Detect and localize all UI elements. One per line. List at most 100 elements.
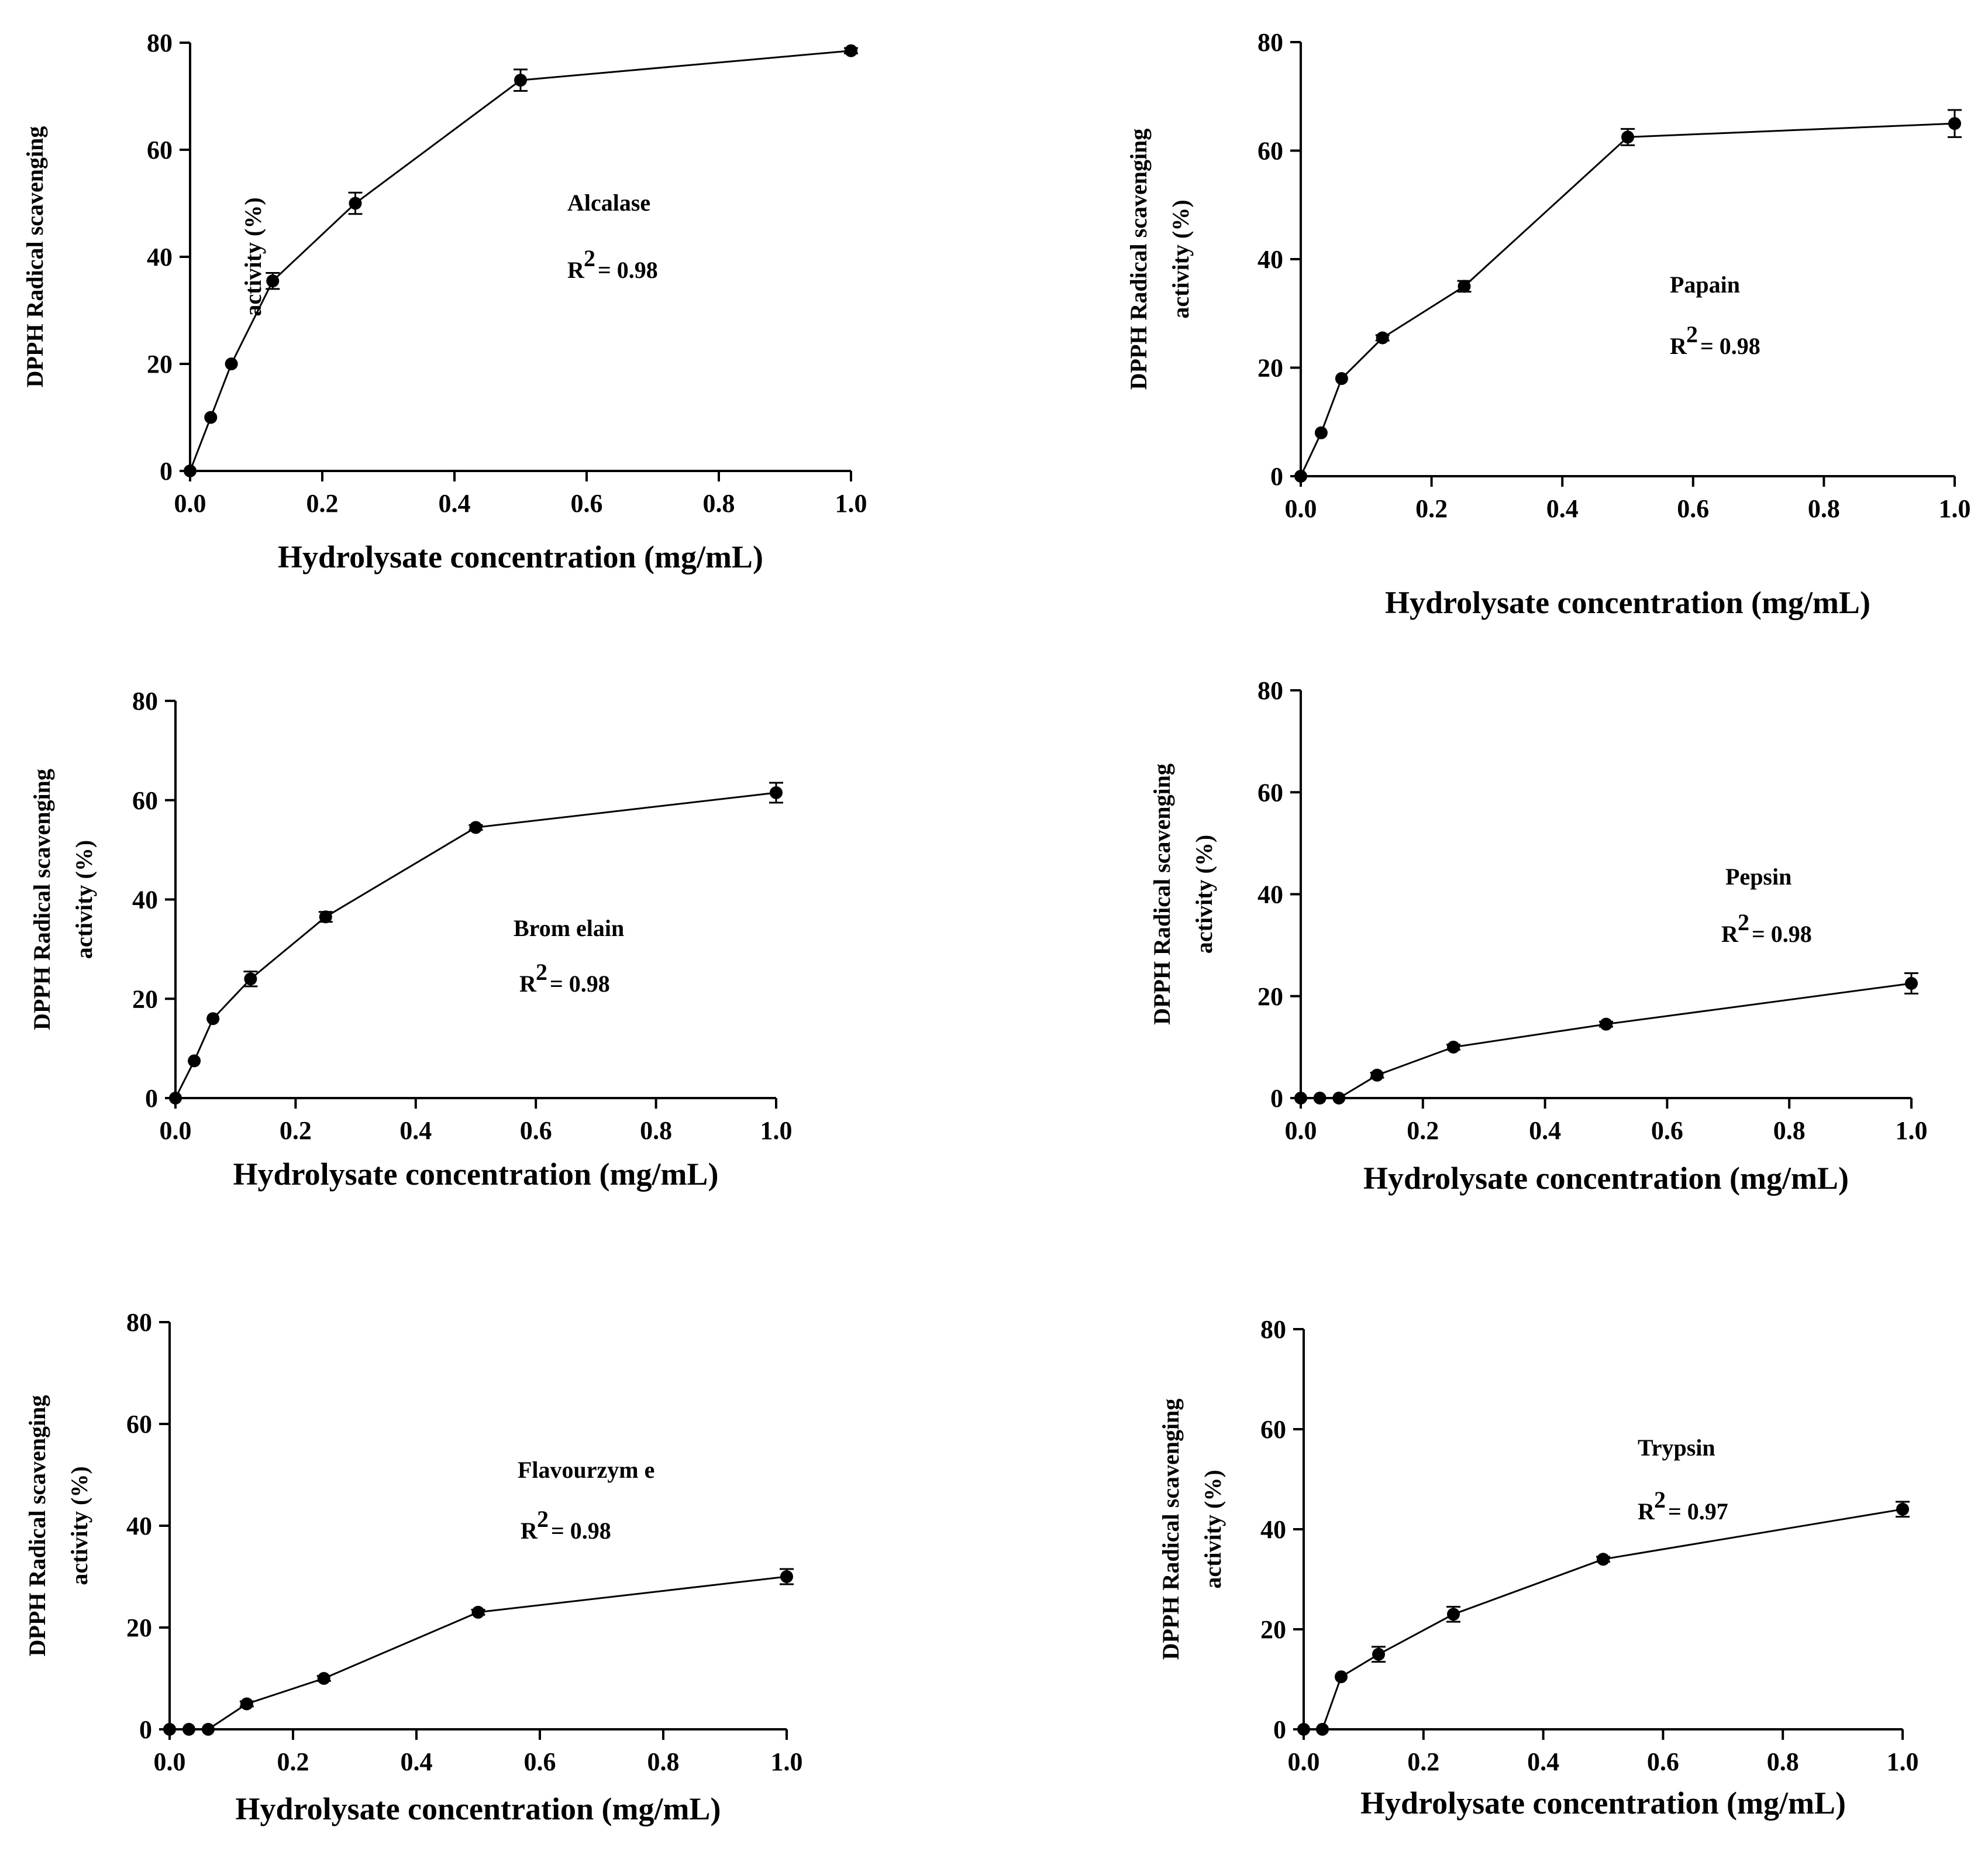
data-point xyxy=(225,357,238,370)
data-point xyxy=(1376,331,1389,345)
y-axis-title-line1: DPPH Radical scavenging xyxy=(1125,129,1152,390)
x-tick-label: 0.0 xyxy=(174,489,206,518)
x-tick-label: 0.6 xyxy=(520,1116,552,1145)
r-squared-value: = 0.98 xyxy=(598,257,658,283)
r-squared-symbol: R xyxy=(1721,921,1739,947)
y-tick-label: 20 xyxy=(147,350,173,379)
y-tick-label: 60 xyxy=(1257,137,1283,166)
data-point xyxy=(184,465,197,477)
enzyme-name-label: Alcalase xyxy=(567,190,650,216)
y-tick-label: 80 xyxy=(1257,676,1283,705)
panel-trypsin: 0 20 40 60 80 0.0 0.2 0.4 0.6 0.8 1.0 Hydrolysate c… xyxy=(1157,1315,1919,1821)
x-tick-label: 0.2 xyxy=(277,1747,309,1776)
x-axis-title: Hydrolysate concentration (mg/mL) xyxy=(1385,585,1870,620)
r-squared-superscript: 2 xyxy=(1686,321,1698,348)
panel-pepsin: 0 20 40 60 80 0.0 0.2 0.4 0.6 0.8 1.0 Hydrolysate c… xyxy=(1149,676,1928,1196)
series-line-pepsin xyxy=(1301,982,1912,1099)
x-tick-label: 0.2 xyxy=(1407,1747,1439,1776)
y-axis-title-line1: DPPH Radical scavenging xyxy=(29,769,55,1030)
y-tick-label: 0 xyxy=(160,457,173,486)
data-point xyxy=(1370,1068,1384,1082)
y-tick-label: 20 xyxy=(1260,1615,1286,1644)
x-tick-label: 0.4 xyxy=(439,489,471,518)
r-squared-symbol: R xyxy=(519,971,537,997)
r-squared-superscript: 2 xyxy=(537,1506,549,1532)
r-squared-label: R 2 = 0.97 xyxy=(1638,1487,1728,1525)
y-tick-label: 60 xyxy=(132,786,158,815)
data-point xyxy=(188,1054,201,1068)
y-tick-label: 20 xyxy=(1257,354,1283,383)
x-tick-label: 0.6 xyxy=(1651,1116,1683,1145)
y-axis-title-line2: activity (%) xyxy=(1167,199,1194,318)
data-point xyxy=(182,1723,195,1736)
x-tick-label: 0.0 xyxy=(154,1747,186,1776)
data-point xyxy=(169,1092,182,1105)
x-tick-label: 0.4 xyxy=(401,1747,433,1776)
data-point xyxy=(163,1723,176,1736)
r-squared-superscript: 2 xyxy=(584,245,595,271)
y-axis-title-line1: DPPH Radical scavenging xyxy=(1157,1399,1184,1660)
data-point xyxy=(317,1672,330,1685)
r-squared-symbol: R xyxy=(567,257,585,283)
r-squared-label: R 2 = 0.98 xyxy=(1670,321,1760,359)
x-tick-label: 0.4 xyxy=(1546,494,1579,523)
x-tick-label: 1.0 xyxy=(835,489,867,518)
y-axis-title-line2: activity (%) xyxy=(240,197,266,316)
x-tick-label: 1.0 xyxy=(760,1116,793,1145)
y-tick-label: 0 xyxy=(139,1715,152,1744)
panel-flavourzyme: 0 20 40 60 80 0.0 0.2 0.4 0.6 0.8 1.0 Hydrolysate c… xyxy=(24,1308,803,1826)
y-tick-label: 80 xyxy=(126,1308,152,1337)
x-tick-label: 1.0 xyxy=(771,1747,803,1776)
x-tick-label: 0.2 xyxy=(306,489,339,518)
x-tick-label: 0.8 xyxy=(1767,1747,1799,1776)
x-axis-title: Hydrolysate concentration (mg/mL) xyxy=(1363,1161,1849,1196)
enzyme-name-label: Brom elain xyxy=(514,915,624,941)
data-point xyxy=(1905,976,1918,990)
data-point xyxy=(1896,1502,1909,1516)
y-axis-title-line2: activity (%) xyxy=(1191,835,1217,954)
data-point xyxy=(469,821,483,834)
r-squared-value: = 0.97 xyxy=(1668,1498,1728,1525)
y-tick-label: 0 xyxy=(1270,1084,1283,1113)
data-point xyxy=(1297,1723,1310,1736)
enzyme-name-label: Papain xyxy=(1670,271,1740,298)
y-axis-title-line2: activity (%) xyxy=(71,840,97,959)
y-tick-label: 40 xyxy=(126,1512,152,1540)
panel-bromelain: 0 20 40 60 80 0.0 0.2 0.4 0.6 0.8 1.0 Hydrolysate c… xyxy=(29,687,793,1192)
data-point xyxy=(1294,1092,1307,1105)
y-tick-label: 60 xyxy=(126,1410,152,1439)
x-tick-label: 0.2 xyxy=(280,1116,312,1145)
x-tick-label: 0.6 xyxy=(524,1747,556,1776)
data-point xyxy=(1313,1092,1327,1105)
r-squared-value: = 0.98 xyxy=(550,971,610,997)
data-point xyxy=(1335,372,1348,386)
y-tick-label: 40 xyxy=(1260,1515,1286,1544)
x-tick-label: 0.6 xyxy=(571,489,603,518)
x-tick-label: 0.8 xyxy=(647,1747,680,1776)
x-tick-label: 0.0 xyxy=(1285,1116,1317,1145)
enzyme-name-label: Pepsin xyxy=(1725,863,1791,890)
x-axis-title: Hydrolysate concentration (mg/mL) xyxy=(278,539,763,574)
data-point xyxy=(240,1697,253,1711)
y-tick-label: 0 xyxy=(145,1084,158,1113)
x-tick-label: 0.4 xyxy=(1527,1747,1559,1776)
r-squared-label: R 2 = 0.98 xyxy=(567,245,658,283)
data-point xyxy=(349,197,362,210)
r-squared-symbol: R xyxy=(521,1518,538,1544)
y-tick-label: 40 xyxy=(1257,245,1283,274)
x-axis-title: Hydrolysate concentration (mg/mL) xyxy=(233,1157,719,1192)
x-tick-label: 0.6 xyxy=(1677,494,1709,523)
x-tick-label: 0.0 xyxy=(1288,1747,1320,1776)
data-point xyxy=(1948,117,1961,130)
data-point xyxy=(471,1605,485,1619)
data-point xyxy=(1332,1092,1346,1105)
r-squared-symbol: R xyxy=(1638,1498,1655,1525)
data-point xyxy=(845,44,857,57)
x-tick-label: 1.0 xyxy=(1896,1116,1928,1145)
y-tick-label: 60 xyxy=(1260,1415,1286,1444)
x-tick-label: 0.0 xyxy=(1285,494,1317,523)
data-point xyxy=(1294,470,1307,483)
x-tick-label: 0.4 xyxy=(399,1116,432,1145)
x-tick-label: 1.0 xyxy=(1887,1747,1919,1776)
